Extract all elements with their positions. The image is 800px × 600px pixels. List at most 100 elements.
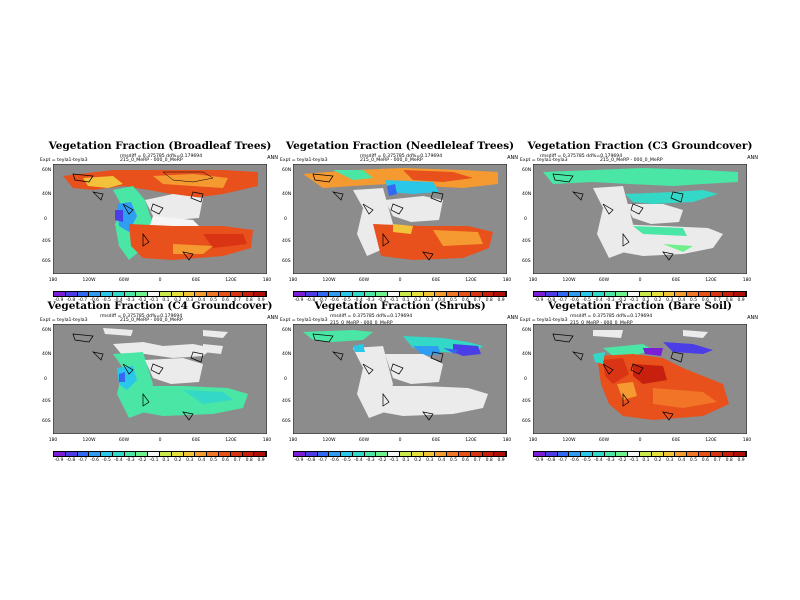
colorbar-tick-label: -0.6 <box>90 298 99 303</box>
colorbar-tick-label: -0.4 <box>353 458 363 463</box>
panel-title: Vegetation Fraction (Bare Soil) <box>548 300 732 312</box>
lon-label: 60W <box>118 438 130 443</box>
colorbar-tick-label: -0.6 <box>330 458 339 463</box>
panel-broadleaf: Vegetation Fraction (Broadleaf Trees) rm… <box>40 140 280 340</box>
colorbar-tick-label: 0.8 <box>725 458 733 463</box>
colorbar-swatch <box>54 452 66 456</box>
colorbar-swatch <box>148 292 161 296</box>
colorbar-tick-label: 0.1 <box>402 458 410 463</box>
colorbar-tick-label: 0.3 <box>426 458 434 463</box>
colorbar-tick-label: -0.2 <box>377 458 387 463</box>
colorbar-swatch <box>458 292 471 296</box>
lon-label: 60W <box>118 278 130 283</box>
colorbar-tick-label: 0.8 <box>485 298 493 303</box>
colorbar-tick-label: -0.3 <box>125 298 135 303</box>
colorbar <box>533 291 747 297</box>
colorbar-swatch <box>65 452 78 456</box>
lon-label: 0 <box>158 278 162 283</box>
lon-label: 0 <box>398 278 402 283</box>
colorbar-swatch <box>651 292 664 296</box>
colorbar-swatch <box>65 292 78 296</box>
run-text: 215_0_MeRP - 000_0_MeRP <box>600 158 663 163</box>
lon-label: 120E <box>465 278 477 283</box>
colorbar-tick-label: -0.8 <box>546 298 556 303</box>
lat-label: 40N <box>282 192 292 197</box>
colorbar-swatch <box>592 452 605 456</box>
map-broadleaf <box>53 164 267 274</box>
colorbar-swatch <box>734 452 747 456</box>
rmse-text: rmsdiff = 0.375785 dd%=0.179694 <box>540 154 623 159</box>
colorbar-swatch <box>364 452 377 456</box>
colorbar-tick-label: 0.2 <box>174 298 182 303</box>
colorbar-swatch <box>136 292 149 296</box>
colorbar-tick-label: 0.5 <box>209 298 218 303</box>
colorbar-tick-label: -0.9 <box>294 298 304 303</box>
colorbar-tick-label: -0.1 <box>149 298 159 303</box>
lat-label: 40S <box>522 399 531 404</box>
colorbar-swatch <box>230 292 243 296</box>
colorbar-tick-label: 0.7 <box>473 298 481 303</box>
lat-label: 0 <box>284 377 287 382</box>
colorbar-tick-label: 0.9 <box>737 298 745 303</box>
colorbar-swatch <box>388 452 401 456</box>
lon-label: 0 <box>638 438 642 443</box>
lon-label: 60E <box>671 278 681 283</box>
colorbar-swatch <box>411 452 424 456</box>
colorbar-swatch <box>376 452 389 456</box>
lon-label: 60E <box>671 438 681 443</box>
colorbar-swatch <box>458 452 471 456</box>
panel-c4-groundcover: Vegetation Fraction (C4 Groundcover) rms… <box>40 300 280 500</box>
colorbar-labels: -0.9 -0.8 -0.7 -0.6 -0.5 -0.4 -0.3 -0.2 -0.1 0.1 0… <box>53 458 267 466</box>
colorbar-swatch <box>352 452 365 456</box>
colorbar-tick-label: 0.4 <box>678 458 686 463</box>
colorbar-swatch <box>545 452 558 456</box>
colorbar-swatch <box>569 452 582 456</box>
colorbar-tick-label: -0.9 <box>294 458 304 463</box>
colorbar-tick-label: 0.7 <box>473 458 481 463</box>
colorbar-swatch <box>183 292 196 296</box>
colorbar-tick-label: 0.2 <box>654 458 662 463</box>
lon-label: 180 <box>502 278 512 283</box>
colorbar-swatch <box>195 292 208 296</box>
colorbar-swatch <box>54 292 66 296</box>
colorbar-tick-label: 0.9 <box>257 298 265 303</box>
colorbar-swatch <box>435 452 448 456</box>
lon-label: 60W <box>598 278 610 283</box>
colorbar-tick-label: -0.3 <box>365 458 375 463</box>
lon-label: 180 <box>528 438 538 443</box>
colorbar-tick-label: -0.9 <box>534 298 544 303</box>
lat-label: 60S <box>522 419 531 424</box>
colorbar-swatch <box>305 452 318 456</box>
colorbar-swatch <box>482 452 495 456</box>
colorbar-swatch <box>317 292 330 296</box>
colorbar-tick-label: 0.1 <box>402 298 410 303</box>
colorbar-swatch <box>698 452 711 456</box>
colorbar-swatch <box>482 292 495 296</box>
colorbar-tick-label: -0.6 <box>330 298 339 303</box>
colorbar-swatch <box>400 452 412 456</box>
colorbar-swatch <box>171 452 184 456</box>
expt-text: Expt = teyla1-teyla3 <box>520 318 568 323</box>
colorbar-labels: -0.9 -0.8 -0.7 -0.6 -0.5 -0.4 -0.3 -0.2 -0.1 0.1 0… <box>53 298 267 306</box>
lon-label: 60E <box>191 438 201 443</box>
run-text: 215_0_MeRP - 000_0_MeRP <box>120 318 183 323</box>
colorbar-tick-label: -0.3 <box>605 298 615 303</box>
colorbar-tick-label: 0.1 <box>162 458 170 463</box>
colorbar-tick-label: -0.8 <box>66 298 76 303</box>
colorbar-tick-label: 0.3 <box>186 458 194 463</box>
colorbar-tick-label: -0.4 <box>593 458 603 463</box>
colorbar-tick-label: -0.6 <box>90 458 99 463</box>
lat-label: 40S <box>42 399 51 404</box>
colorbar-tick-label: 0.2 <box>414 298 422 303</box>
colorbar-tick-label: 0.5 <box>689 298 698 303</box>
lon-label: 120W <box>322 438 336 443</box>
lon-label: 180 <box>528 278 538 283</box>
colorbar-tick-label: -0.8 <box>306 298 316 303</box>
colorbar-swatch <box>494 292 507 296</box>
colorbar-swatch <box>675 292 688 296</box>
colorbar-swatch <box>376 292 389 296</box>
lat-label: 60S <box>42 419 51 424</box>
rmse-text: rmsdiff = 0.375785 dd%=0.179694 <box>120 154 203 159</box>
lat-label: 60S <box>282 419 291 424</box>
colorbar-tick-label: -0.2 <box>377 298 387 303</box>
